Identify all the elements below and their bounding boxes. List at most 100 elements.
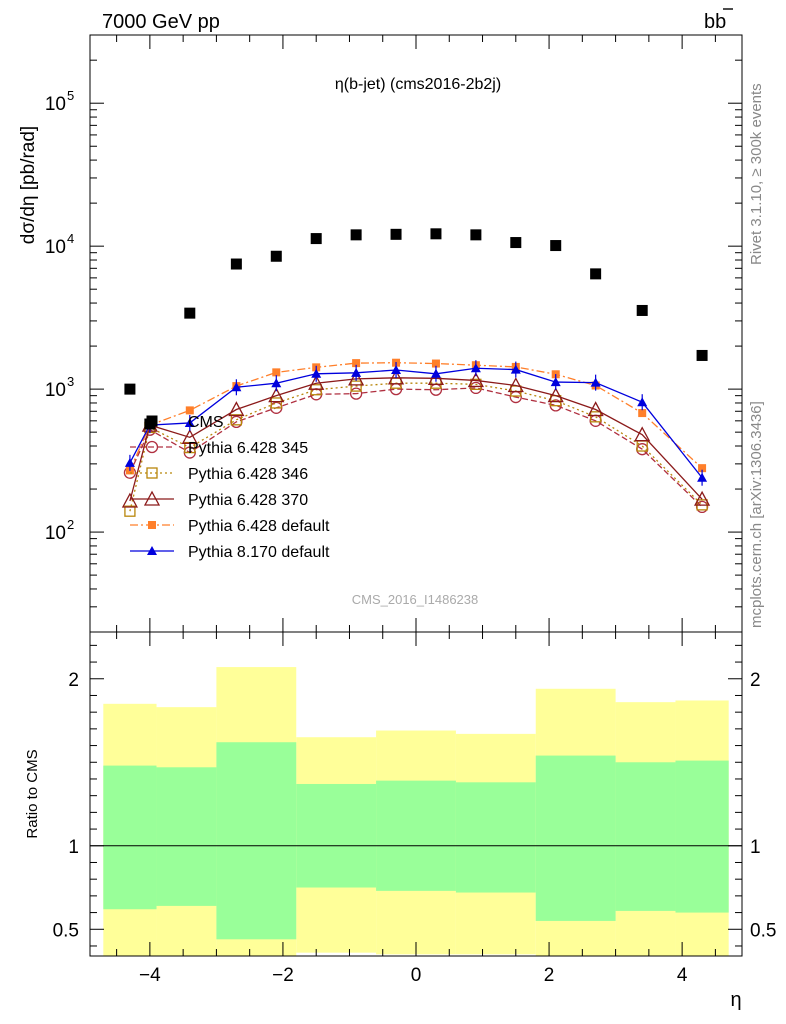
ratio-y-tick-label-right-0: 0.5: [750, 920, 776, 941]
data-point-1-14: [695, 500, 709, 514]
ratio-y-tick-label-left-2: 2: [68, 670, 79, 691]
legend-label-4: Pythia 6.428 default: [188, 518, 330, 535]
data-point-4-14: [698, 464, 707, 473]
ratio-y-tick-label-left-1: 1: [68, 837, 79, 858]
data-point-4-8: [431, 359, 440, 368]
x-tick-label-3: 2: [544, 965, 555, 986]
data-point-5-11: [550, 377, 561, 387]
data-point-2-0: [124, 505, 136, 517]
mcplots-label: mcplots.cern.ch [arXiv:1306.3436]: [748, 401, 765, 628]
x-tick-label-1: −2: [272, 965, 294, 986]
data-point-0-10: [510, 237, 522, 249]
rivet-label: Rivet 3.1.10, ≥ 300k events: [748, 83, 765, 265]
data-point-2-6: [350, 380, 362, 392]
data-point-0-7: [390, 228, 402, 240]
legend-label-2: Pythia 6.428 346: [188, 466, 308, 483]
data-point-3-2: [181, 428, 198, 444]
data-point-5-13: [637, 397, 648, 407]
legend-label-1: Pythia 6.428 345: [188, 440, 308, 457]
ratio-y-tick-label-left-0: 0.5: [53, 920, 79, 941]
legend-marker-3: [143, 490, 161, 506]
ratio-ylabel: Ratio to CMS: [24, 749, 41, 838]
data-point-5-8: [430, 368, 441, 378]
ratio-axes: −4 −2 0 2 4 0.5 0.5 1 1 2 2: [53, 632, 776, 986]
legend-item-3: Pythia 6.428 370: [130, 490, 308, 509]
data-point-5-10: [510, 364, 521, 374]
data-point-3-5: [308, 374, 325, 390]
data-point-2-12: [589, 411, 602, 423]
data-point-4-6: [352, 359, 361, 368]
main-title: η(b-jet) (cms2016-2b2j): [335, 76, 501, 93]
data-point-3-12: [587, 401, 604, 417]
data-point-0-8: [430, 228, 442, 240]
process-label: bb: [704, 8, 733, 33]
data-point-0-12: [590, 268, 602, 280]
data-point-5-3: [231, 382, 242, 392]
data-point-4-4: [272, 368, 281, 377]
data-point-3-3: [228, 401, 245, 417]
legend-label-0: CMS: [188, 414, 224, 431]
legend: CMS Pythia 6.428 345 Pythia 6.428 346 Pythi…: [130, 414, 330, 561]
main-ylabel: dσ/dη [pb/rad]: [18, 126, 39, 244]
data-point-3-0: [121, 492, 139, 508]
x-tick-label-4: 4: [677, 965, 688, 986]
data-point-5-0: [124, 457, 135, 467]
data-point-4-13: [638, 409, 647, 418]
ratio-plot-content: [90, 667, 742, 956]
ratio-y-tick-label-right-1: 1: [750, 837, 761, 858]
data-point-0-2: [184, 307, 196, 319]
data-point-0-13: [636, 304, 648, 316]
svg-text:bb: bb: [704, 11, 726, 33]
legend-item-5: Pythia 8.170 default: [130, 544, 330, 561]
band-inner-3: [296, 783, 377, 888]
legend-item-4: Pythia 6.428 default: [130, 518, 330, 535]
legend-item-1: Pythia 6.428 345: [130, 440, 308, 457]
data-point-3-11: [547, 387, 564, 403]
legend-item-0: CMS: [146, 414, 224, 431]
main-frame: [89, 34, 743, 633]
legend-marker-0: [146, 415, 158, 427]
ratio-xlabel: η: [730, 989, 741, 1011]
legend-item-2: Pythia 6.428 346: [130, 466, 308, 483]
data-point-5-2: [184, 417, 195, 427]
legend-marker-1: [145, 440, 159, 454]
data-point-5-4: [271, 378, 282, 388]
data-point-5-12: [590, 377, 601, 387]
y-tick-exponent-1: 3: [67, 374, 74, 389]
data-point-4-2: [185, 406, 194, 415]
y-tick-label-2: 10: [45, 237, 66, 258]
band-inner-4: [376, 780, 456, 891]
data-point-0-9: [470, 229, 482, 241]
data-point-2-2: [184, 441, 196, 454]
legend-marker-2: [146, 467, 158, 479]
band-inner-8: [675, 760, 729, 913]
y-tick-exponent-0: 2: [67, 517, 74, 532]
data-point-3-14: [693, 490, 711, 506]
data-point-0-0: [124, 383, 136, 395]
legend-marker-5: [147, 546, 157, 555]
band-inner-0: [103, 765, 157, 910]
y-tick-exponent-2: 4: [67, 231, 74, 246]
watermark: CMS_2016_I1486238: [352, 592, 479, 607]
band-inner-2: [216, 742, 297, 940]
y-tick-label-0: 10: [45, 523, 66, 544]
data-point-3-9: [467, 372, 484, 388]
band-inner-6: [535, 755, 616, 921]
band-inner-7: [615, 762, 676, 911]
data-point-5-9: [470, 363, 481, 373]
band-inner-1: [156, 767, 217, 906]
data-point-3-4: [268, 387, 285, 403]
data-point-0-6: [350, 229, 362, 241]
data-point-3-8: [427, 369, 445, 385]
x-tick-label-2: 0: [411, 965, 422, 986]
data-point-3-10: [507, 377, 524, 393]
data-point-5-6: [351, 367, 362, 377]
data-point-3-13: [634, 426, 651, 442]
y-tick-exponent-3: 5: [67, 88, 74, 103]
data-point-1-6: [349, 387, 363, 400]
data-point-3-6: [348, 370, 365, 386]
legend-label-5: Pythia 8.170 default: [188, 544, 330, 561]
series-5: [124, 360, 708, 486]
